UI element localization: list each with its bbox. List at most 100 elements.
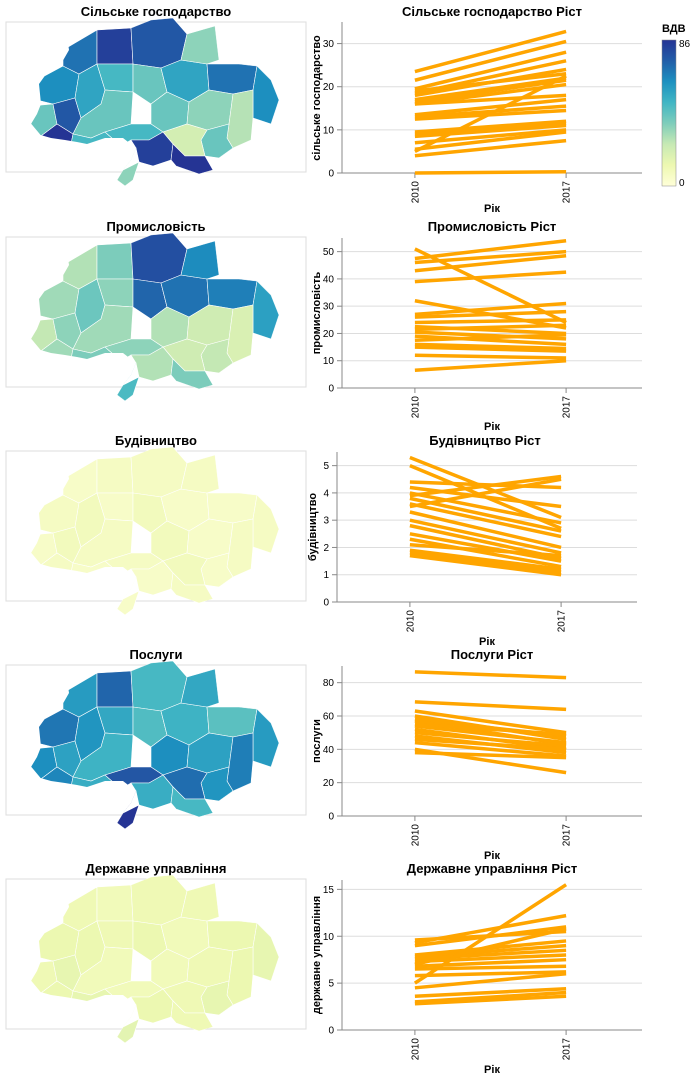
series-line — [414, 747, 567, 775]
color-legend: ВДВ 86 0 — [661, 23, 691, 189]
map-region — [96, 884, 134, 922]
map-panel-industry: Промисловість — [5, 219, 307, 401]
ukraine-choropleth-map — [31, 233, 279, 401]
series-line — [414, 972, 567, 990]
series-line — [409, 474, 562, 498]
series-line — [414, 123, 567, 139]
legend-max-label: 86 — [679, 39, 691, 50]
series-line — [414, 29, 567, 74]
series-line — [413, 883, 568, 985]
ukraine-choropleth-map — [31, 18, 279, 186]
y-tick-label: 15 — [323, 885, 335, 896]
line-chart-title: Послуги Ріст — [451, 647, 534, 662]
series-line — [414, 927, 567, 967]
series-line — [414, 309, 567, 319]
series-line — [414, 249, 567, 265]
line-panel-industry: Промисловість Ріст промисловість Рік 0 10… — [311, 219, 642, 433]
y-tick-label: 30 — [323, 302, 335, 313]
series-line — [409, 502, 562, 539]
y-tick-label: 10 — [323, 932, 335, 943]
series-line — [409, 491, 562, 525]
series-line — [414, 943, 567, 959]
series-line — [414, 670, 567, 680]
series-line — [414, 39, 567, 82]
y-tick-label: 60 — [323, 712, 335, 723]
y-tick-label: 0 — [328, 384, 334, 395]
y-axis-label: сільське господарство — [311, 35, 323, 161]
map-region — [180, 240, 220, 280]
series-line — [414, 130, 567, 152]
series-line — [414, 238, 567, 261]
y-tick-label: 0 — [323, 598, 329, 609]
map-title: Державне управління — [86, 861, 227, 876]
map-title: Послуги — [129, 647, 182, 662]
series-line — [414, 700, 567, 712]
series-line — [414, 72, 567, 93]
y-tick-label: 0 — [328, 812, 334, 823]
y-tick-label: 40 — [323, 274, 335, 285]
x-tick-label: 2010 — [410, 181, 421, 204]
y-tick-label: 2 — [323, 543, 329, 554]
y-tick-label: 5 — [323, 461, 329, 472]
x-tick-label: 2017 — [557, 610, 568, 633]
series-line — [414, 78, 567, 104]
line-chart-title: Сільське господарство Ріст — [402, 4, 582, 19]
line-chart-title: Державне управління Ріст — [407, 861, 577, 876]
y-axis-label: промисловість — [311, 271, 323, 354]
legend-gradient-bar — [661, 39, 677, 187]
series-line — [409, 551, 562, 574]
series-line — [414, 330, 567, 341]
map-region — [206, 278, 258, 310]
series-line — [414, 724, 567, 745]
y-tick-label: 0 — [328, 1026, 334, 1037]
series-line — [414, 730, 567, 748]
series-line — [414, 253, 567, 273]
map-title: Промисловість — [106, 219, 205, 234]
series-line — [414, 345, 567, 353]
y-axis-label: послуги — [311, 719, 323, 763]
series-line — [409, 542, 562, 558]
map-region — [130, 18, 188, 69]
x-axis-label: Рік — [484, 850, 500, 862]
series-line — [414, 97, 567, 117]
y-tick-label: 1 — [323, 570, 329, 581]
series-line — [414, 74, 567, 153]
series-line — [414, 50, 567, 91]
x-tick-label: 2017 — [562, 396, 573, 419]
map-region — [130, 233, 188, 284]
series-line — [414, 953, 567, 964]
map-region — [170, 358, 214, 390]
series-line — [414, 119, 567, 134]
x-axis-label: Рік — [484, 203, 500, 215]
map-panel-construction: Будівництво — [5, 433, 307, 615]
x-tick-label: 2010 — [410, 1038, 421, 1061]
y-tick-label: 50 — [323, 247, 335, 258]
series-line — [409, 485, 562, 509]
map-region — [206, 706, 258, 738]
series-line — [414, 323, 567, 332]
map-panel-agriculture: Сільське господарство — [5, 4, 307, 186]
line-chart-title: Будівництво Ріст — [429, 433, 540, 448]
x-tick-label: 2017 — [562, 1038, 573, 1061]
x-axis-label: Рік — [484, 1064, 500, 1076]
series-line — [409, 496, 562, 533]
map-panel-public-admin: Державне управління — [5, 861, 307, 1043]
map-region — [180, 25, 220, 65]
series-line — [414, 93, 567, 106]
map-region — [170, 572, 214, 604]
series-line — [414, 169, 567, 175]
series-line — [414, 913, 567, 945]
series-line — [409, 477, 562, 509]
y-tick-label: 0 — [328, 169, 334, 180]
map-region — [130, 661, 188, 712]
map-region — [96, 27, 134, 65]
series-line — [414, 970, 567, 978]
legend-min-label: 0 — [679, 178, 685, 189]
map-region — [130, 447, 188, 498]
y-axis-label: державне управління — [311, 896, 323, 1014]
series-line — [414, 138, 567, 158]
x-tick-label: 2010 — [405, 610, 416, 633]
series-line — [414, 121, 567, 136]
series-line — [414, 334, 567, 347]
